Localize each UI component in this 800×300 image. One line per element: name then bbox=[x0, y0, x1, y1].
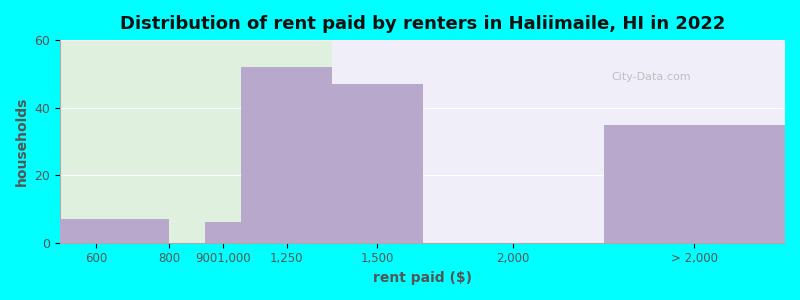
Bar bbox=[604, 124, 785, 243]
Bar bbox=[205, 223, 242, 243]
Bar bbox=[60, 40, 332, 243]
Bar bbox=[332, 84, 422, 243]
X-axis label: rent paid ($): rent paid ($) bbox=[373, 271, 472, 285]
Bar bbox=[332, 40, 785, 243]
Y-axis label: households: households bbox=[15, 97, 29, 186]
Text: City-Data.com: City-Data.com bbox=[611, 72, 690, 82]
Bar bbox=[242, 67, 332, 243]
Title: Distribution of rent paid by renters in Haliimaile, HI in 2022: Distribution of rent paid by renters in … bbox=[120, 15, 726, 33]
Bar bbox=[60, 219, 169, 243]
